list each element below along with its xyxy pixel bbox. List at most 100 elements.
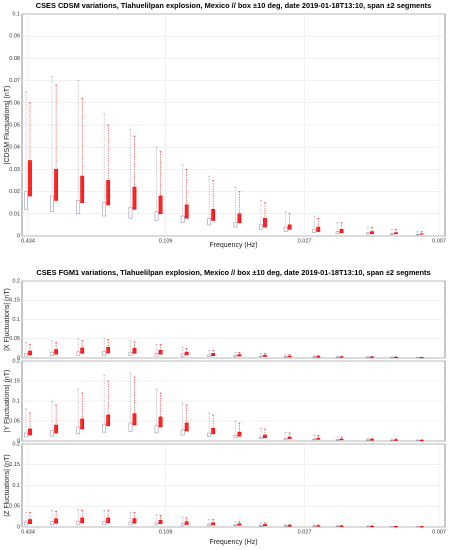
box xyxy=(106,517,111,524)
box xyxy=(128,521,133,526)
box xyxy=(394,232,398,235)
box xyxy=(106,180,111,206)
box xyxy=(180,215,185,223)
y-tick-label: 0.04 xyxy=(9,145,20,151)
box xyxy=(312,356,317,358)
box xyxy=(390,526,394,528)
box xyxy=(419,526,424,528)
box xyxy=(54,169,58,201)
y-tick-label: 0.15 xyxy=(9,298,20,304)
box xyxy=(158,416,163,428)
box xyxy=(237,213,242,223)
x-axis-label: Frequency (Hz) xyxy=(209,242,257,249)
box xyxy=(154,522,159,526)
y-tick-label: 0.01 xyxy=(9,211,20,217)
y-tick-label: 0.1 xyxy=(12,483,20,489)
box xyxy=(50,195,54,212)
chart-title: CSES CDSM variations, Tlahuelilpan explo… xyxy=(36,1,431,10)
box xyxy=(259,436,263,439)
box xyxy=(80,175,85,203)
box xyxy=(283,226,288,232)
box xyxy=(207,217,212,226)
box xyxy=(283,356,288,358)
box xyxy=(128,422,133,432)
box xyxy=(154,353,159,357)
box xyxy=(419,233,424,235)
box xyxy=(211,353,216,356)
box xyxy=(390,233,394,235)
box xyxy=(263,355,267,357)
y-tick-label: 0.09 xyxy=(9,34,20,40)
box xyxy=(419,357,424,359)
box xyxy=(335,231,340,235)
box xyxy=(339,525,344,527)
box xyxy=(415,233,420,236)
box xyxy=(233,524,238,527)
x-tick-label: 0.109 xyxy=(159,529,173,535)
box xyxy=(366,232,370,235)
y-tick-label: 0.2 xyxy=(12,441,20,447)
y-tick-label: 0.05 xyxy=(9,122,20,128)
box xyxy=(237,523,242,526)
y-tick-label: 0 xyxy=(17,438,20,444)
box xyxy=(366,439,370,441)
box xyxy=(158,195,163,215)
box xyxy=(24,521,28,526)
box xyxy=(312,229,317,233)
box xyxy=(394,439,398,441)
y-tick-label: 0.2 xyxy=(12,278,20,284)
box xyxy=(370,525,374,527)
box xyxy=(339,229,344,233)
y-tick-label: 0 xyxy=(17,233,20,239)
y-tick-label: 0.2 xyxy=(12,358,20,364)
box xyxy=(263,434,267,439)
box xyxy=(54,349,58,355)
y-tick-label: 0.05 xyxy=(9,504,20,510)
box xyxy=(132,348,137,354)
box xyxy=(259,355,263,358)
y-tick-label: 0.1 xyxy=(12,11,20,17)
box xyxy=(180,353,185,357)
y-tick-label: 0.07 xyxy=(9,78,20,84)
box xyxy=(76,351,81,356)
y-tick-label: 0.15 xyxy=(9,462,20,468)
box xyxy=(132,186,137,210)
box xyxy=(283,437,288,440)
box xyxy=(287,224,292,230)
box xyxy=(316,356,321,358)
box xyxy=(263,217,267,228)
y-axis-label: |X Fluctuations| (nT) xyxy=(4,288,11,351)
box xyxy=(102,520,107,525)
box xyxy=(233,355,238,358)
x-tick-label: 0.109 xyxy=(159,238,173,244)
box xyxy=(76,426,81,435)
y-tick-label: 0.05 xyxy=(9,418,20,424)
box xyxy=(211,427,216,435)
box xyxy=(233,222,238,228)
y-tick-label: 0 xyxy=(17,524,20,530)
x-tick-label: 0.434 xyxy=(21,238,35,244)
y-axis-label: |Z Fluctuations| (nT) xyxy=(4,454,11,516)
x-tick-label: 0.434 xyxy=(21,529,35,535)
y-tick-label: 0.1 xyxy=(12,317,20,323)
box xyxy=(102,202,107,217)
box xyxy=(207,523,212,527)
box xyxy=(312,438,317,441)
box xyxy=(184,204,189,219)
box xyxy=(259,224,263,230)
box xyxy=(316,525,321,527)
box xyxy=(50,430,54,437)
box xyxy=(335,356,340,358)
y-axis-label: |CDSM Fluctuations| (nT) xyxy=(4,86,11,165)
box xyxy=(28,428,32,436)
box xyxy=(102,423,107,433)
box xyxy=(339,356,344,358)
box xyxy=(54,518,58,524)
box xyxy=(76,520,81,525)
box xyxy=(211,522,216,526)
x-tick-label: 0.007 xyxy=(432,529,446,535)
box xyxy=(237,354,242,357)
x-axis-label: Frequency (Hz) xyxy=(209,539,257,546)
